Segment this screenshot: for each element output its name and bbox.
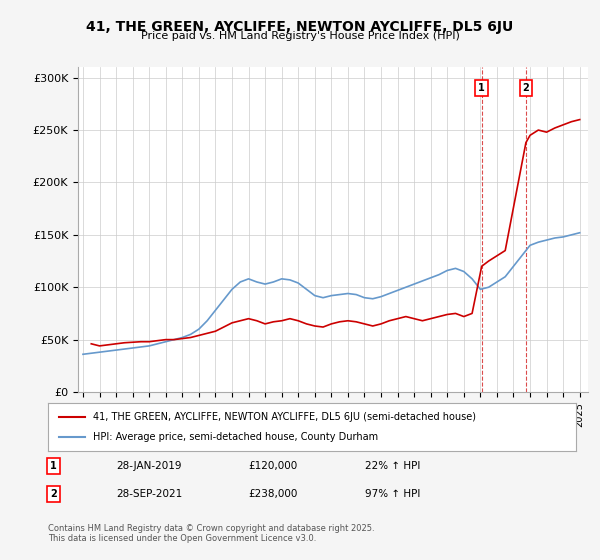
Text: 41, THE GREEN, AYCLIFFE, NEWTON AYCLIFFE, DL5 6JU: 41, THE GREEN, AYCLIFFE, NEWTON AYCLIFFE… <box>86 20 514 34</box>
Text: 28-JAN-2019: 28-JAN-2019 <box>116 461 182 471</box>
Text: £238,000: £238,000 <box>248 489 298 499</box>
Text: 1: 1 <box>50 461 56 471</box>
Text: £120,000: £120,000 <box>248 461 298 471</box>
Text: HPI: Average price, semi-detached house, County Durham: HPI: Average price, semi-detached house,… <box>93 432 378 442</box>
Text: 41, THE GREEN, AYCLIFFE, NEWTON AYCLIFFE, DL5 6JU (semi-detached house): 41, THE GREEN, AYCLIFFE, NEWTON AYCLIFFE… <box>93 412 476 422</box>
Text: 97% ↑ HPI: 97% ↑ HPI <box>365 489 420 499</box>
Text: 2: 2 <box>50 489 56 499</box>
Text: Price paid vs. HM Land Registry's House Price Index (HPI): Price paid vs. HM Land Registry's House … <box>140 31 460 41</box>
Text: 28-SEP-2021: 28-SEP-2021 <box>116 489 183 499</box>
Text: Contains HM Land Registry data © Crown copyright and database right 2025.
This d: Contains HM Land Registry data © Crown c… <box>48 524 374 543</box>
Text: 22% ↑ HPI: 22% ↑ HPI <box>365 461 420 471</box>
Text: 2: 2 <box>523 83 529 93</box>
Text: 1: 1 <box>478 83 485 93</box>
